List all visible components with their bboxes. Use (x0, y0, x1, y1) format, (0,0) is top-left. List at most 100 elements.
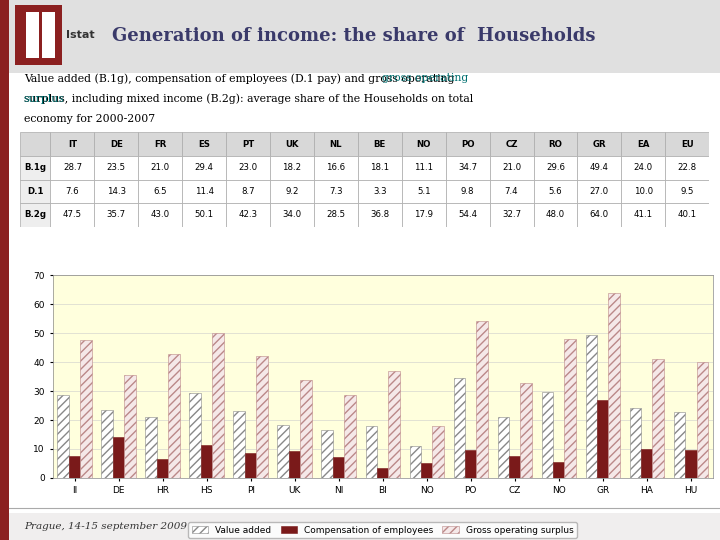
Legend: Value added, Compensation of employees, Gross operating surplus: Value added, Compensation of employees, … (188, 522, 577, 538)
Bar (665, 156, 709, 179)
Text: 18.2: 18.2 (282, 163, 302, 172)
Bar (358, 179, 402, 203)
Bar (402, 132, 446, 156)
Text: 48.0: 48.0 (546, 211, 565, 219)
Text: 5.6: 5.6 (549, 187, 562, 196)
Bar (621, 179, 665, 203)
Text: 21.0: 21.0 (502, 163, 521, 172)
Text: 29.6: 29.6 (546, 163, 565, 172)
Bar (189, 393, 201, 478)
Text: 9.5: 9.5 (680, 187, 694, 196)
Text: RO: RO (549, 140, 562, 149)
Bar (665, 203, 709, 227)
Text: surplus, including mixed income (B.2g): average share of the Households on total: surplus, including mixed income (B.2g): … (24, 93, 473, 104)
Bar (270, 156, 314, 179)
Bar (490, 132, 534, 156)
Text: 5.1: 5.1 (417, 187, 431, 196)
Bar (94, 156, 138, 179)
Text: PO: PO (461, 140, 474, 149)
Text: NO: NO (417, 140, 431, 149)
Bar (685, 450, 696, 478)
Bar (521, 383, 532, 478)
Text: 18.1: 18.1 (370, 163, 390, 172)
Text: 21.0: 21.0 (150, 163, 170, 172)
Bar (446, 132, 490, 156)
Bar (182, 203, 226, 227)
Bar (490, 179, 534, 203)
Bar (608, 293, 620, 478)
Bar (300, 380, 312, 478)
Bar (256, 355, 268, 478)
Bar (81, 341, 91, 478)
Bar (534, 156, 577, 179)
Text: 47.5: 47.5 (63, 211, 82, 219)
Text: 11.1: 11.1 (414, 163, 433, 172)
Bar (145, 417, 157, 478)
Bar (113, 436, 125, 478)
Bar (577, 132, 621, 156)
Bar (226, 203, 270, 227)
Bar (477, 321, 488, 478)
Bar (226, 132, 270, 156)
Bar (125, 375, 136, 478)
Text: 8.7: 8.7 (241, 187, 255, 196)
Bar (490, 156, 534, 179)
Bar (366, 426, 377, 478)
Bar (621, 132, 665, 156)
Bar (212, 333, 224, 478)
Text: B.1g: B.1g (24, 163, 46, 172)
Bar (577, 179, 621, 203)
Bar (388, 372, 400, 478)
Text: UK: UK (285, 140, 299, 149)
Text: 49.4: 49.4 (590, 163, 609, 172)
Text: IT: IT (68, 140, 77, 149)
Bar (621, 156, 665, 179)
Bar (553, 462, 564, 478)
Bar (498, 417, 509, 478)
Bar (629, 408, 641, 478)
Bar (233, 411, 245, 478)
Text: EU: EU (681, 140, 693, 149)
Bar (402, 203, 446, 227)
Text: FR: FR (154, 140, 166, 149)
Bar (157, 459, 168, 478)
Text: 34.7: 34.7 (458, 163, 477, 172)
Text: 6.5: 6.5 (153, 187, 167, 196)
Bar (454, 377, 465, 478)
Text: Generation of income: the share of  Households: Generation of income: the share of House… (112, 28, 596, 45)
Bar (402, 179, 446, 203)
Bar (270, 203, 314, 227)
Bar (509, 456, 521, 478)
Bar (270, 179, 314, 203)
Text: 50.1: 50.1 (194, 211, 214, 219)
Text: GR: GR (593, 140, 606, 149)
Text: gross operating: gross operating (382, 73, 468, 83)
Bar (314, 132, 358, 156)
Bar (358, 132, 402, 156)
Bar (58, 395, 69, 478)
Text: 42.3: 42.3 (238, 211, 258, 219)
Text: 35.7: 35.7 (107, 211, 126, 219)
Text: 7.4: 7.4 (505, 187, 518, 196)
Text: 64.0: 64.0 (590, 211, 609, 219)
Bar (402, 156, 446, 179)
Text: 27.0: 27.0 (590, 187, 609, 196)
Bar (577, 203, 621, 227)
Bar (665, 179, 709, 203)
Bar (138, 132, 182, 156)
Bar (564, 339, 576, 478)
Bar (410, 446, 421, 478)
Bar (226, 179, 270, 203)
Bar (20, 203, 50, 227)
Bar (94, 203, 138, 227)
Text: DE: DE (110, 140, 123, 149)
Text: 7.3: 7.3 (329, 187, 343, 196)
Text: 41.1: 41.1 (634, 211, 653, 219)
Bar (534, 179, 577, 203)
Bar (577, 156, 621, 179)
Bar (20, 156, 50, 179)
Text: 9.2: 9.2 (285, 187, 299, 196)
Bar (621, 203, 665, 227)
Bar (314, 203, 358, 227)
Bar (358, 203, 402, 227)
